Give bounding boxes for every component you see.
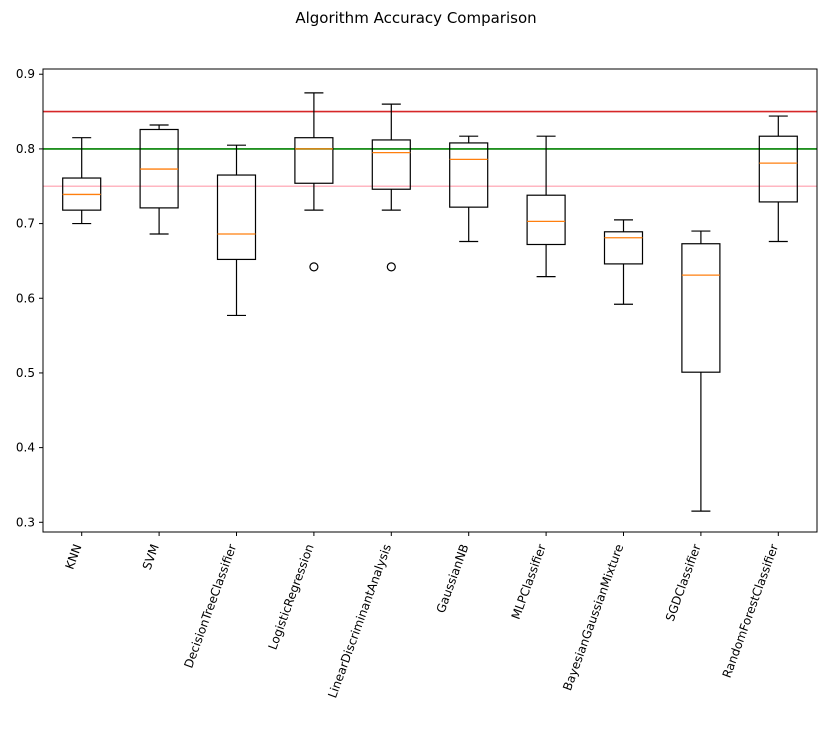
flier-3-0 bbox=[309, 262, 319, 272]
box-4 bbox=[371, 103, 411, 272]
x-tick-label-7: BayesianGaussianMixture bbox=[560, 542, 626, 692]
y-tick-label-0: 0.3 bbox=[16, 515, 35, 529]
x-tick-label-5: GaussianNB bbox=[434, 542, 472, 615]
x-tick-label-2: DecisionTreeClassifier bbox=[181, 542, 239, 670]
box-body-2 bbox=[216, 174, 257, 261]
box-3 bbox=[294, 92, 334, 272]
box-9 bbox=[758, 115, 798, 243]
box-1 bbox=[139, 124, 179, 235]
chart-title: Algorithm Accuracy Comparison bbox=[295, 9, 536, 27]
x-tick-label-3: LogisticRegression bbox=[265, 542, 316, 651]
box-body-4 bbox=[371, 139, 411, 190]
y-tick-label-3: 0.6 bbox=[16, 291, 35, 305]
x-tick-label-0: KNN bbox=[63, 542, 85, 571]
box-2 bbox=[216, 144, 257, 317]
box-body-8 bbox=[681, 243, 721, 373]
x-tick-label-1: SVM bbox=[140, 542, 162, 571]
y-axis: 0.3 0.4 0.5 0.6 0.7 0.8 0.9 bbox=[16, 67, 43, 529]
y-tick-label-1: 0.4 bbox=[16, 441, 35, 455]
box-body-5 bbox=[449, 142, 489, 208]
box-0 bbox=[62, 137, 102, 225]
flier-4-0 bbox=[386, 262, 396, 272]
box-body-9 bbox=[758, 135, 798, 203]
box-8 bbox=[681, 230, 721, 512]
y-tick-label-5: 0.8 bbox=[16, 142, 35, 156]
plot-frame bbox=[42, 68, 818, 533]
box-5 bbox=[449, 135, 489, 243]
x-tick-label-8: SGDClassifier bbox=[663, 542, 704, 623]
box-body-7 bbox=[603, 231, 644, 265]
x-tick-label-6: MLPClassifier bbox=[509, 542, 549, 621]
box-6 bbox=[526, 135, 566, 278]
y-tick-label-4: 0.7 bbox=[16, 217, 35, 231]
box-plots bbox=[62, 92, 798, 512]
box-body-6 bbox=[526, 194, 566, 246]
x-tick-label-4: LinearDiscriminantAnalysis bbox=[325, 542, 394, 700]
x-axis: KNN SVM DecisionTreeClassifier LogisticRegr… bbox=[63, 532, 782, 700]
y-tick-label-6: 0.9 bbox=[16, 67, 35, 81]
reference-lines bbox=[43, 110, 817, 188]
x-tick-label-9: RandomForestClassifier bbox=[720, 542, 782, 680]
box-7 bbox=[603, 219, 644, 305]
box-body-3 bbox=[294, 137, 334, 184]
y-tick-label-2: 0.5 bbox=[16, 366, 35, 380]
